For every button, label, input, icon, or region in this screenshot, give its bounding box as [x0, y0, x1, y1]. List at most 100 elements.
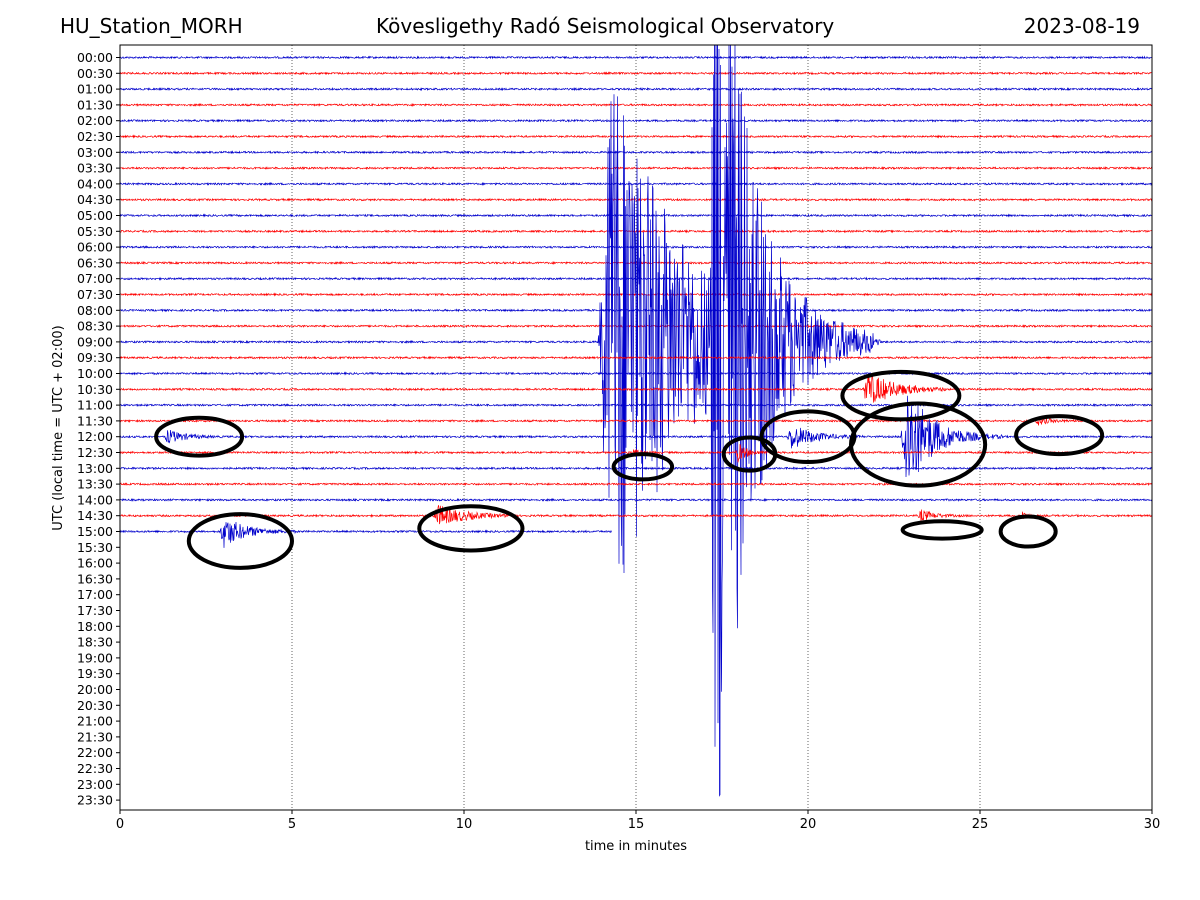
y-tick-label: 01:00 [77, 82, 113, 97]
y-tick-label: 00:00 [77, 50, 113, 65]
station-title: HU_Station_MORH [60, 14, 243, 38]
annotation-ellipse [998, 514, 1058, 549]
y-tick-label: 20:30 [77, 698, 113, 713]
y-tick-label: 12:30 [77, 445, 113, 460]
y-tick-label: 11:30 [77, 413, 113, 428]
y-tick-label: 23:00 [77, 777, 113, 792]
y-tick-label: 20:00 [77, 682, 113, 697]
trace-14:30 [120, 505, 1152, 525]
trace-10:00 [120, 371, 1152, 376]
x-tick-label: 20 [800, 817, 817, 832]
y-tick-label: 13:00 [77, 461, 113, 476]
annotation-ellipse [611, 452, 675, 482]
trace-00:30 [120, 71, 1152, 76]
y-tick-label: 03:00 [77, 145, 113, 160]
y-tick-label: 02:30 [77, 129, 113, 144]
y-tick-label: 19:30 [77, 666, 113, 681]
y-tick-label: 15:30 [77, 540, 113, 555]
trace-13:00 [120, 466, 1152, 471]
y-tick-label: 18:00 [77, 619, 113, 634]
y-tick-label: 21:30 [77, 729, 113, 744]
annotation-ellipse [759, 409, 857, 464]
trace-12:30 [120, 444, 1152, 463]
y-tick-label: 06:30 [77, 255, 113, 270]
trace-04:00 [120, 181, 1152, 187]
trace-03:30 [120, 166, 1152, 171]
trace-12:00 [120, 395, 1152, 478]
y-tick-label: 06:00 [77, 240, 113, 255]
x-tick-label: 10 [456, 817, 473, 832]
date-title: 2023-08-19 [1023, 14, 1140, 38]
y-tick-label: 05:30 [77, 224, 113, 239]
y-tick-label: 22:00 [77, 745, 113, 760]
trace-13:30 [120, 482, 1152, 487]
trace-05:00 [120, 213, 1152, 218]
seismogram-traces [120, 45, 1152, 797]
trace-06:00 [120, 245, 1152, 250]
y-tick-label: 00:30 [77, 66, 113, 81]
y-tick-label: 11:00 [77, 398, 113, 413]
annotation-ellipse [186, 512, 294, 570]
y-tick-label: 12:00 [77, 429, 113, 444]
annotation-ellipse [840, 369, 962, 422]
y-tick-label: 02:00 [77, 113, 113, 128]
trace-04:30 [120, 197, 1152, 202]
y-tick-label: 09:30 [77, 350, 113, 365]
x-axis-ticks: 0 5 10 15 20 25 30 [116, 810, 1160, 832]
y-tick-label: 05:00 [77, 208, 113, 223]
y-tick-label: 18:30 [77, 635, 113, 650]
trace-01:30 [120, 102, 1152, 108]
trace-09:00 [120, 45, 1152, 797]
x-axis-label: time in minutes [585, 839, 687, 854]
trace-11:00 [120, 403, 1152, 408]
annotation-ellipse [900, 519, 984, 541]
y-tick-label: 21:00 [77, 714, 113, 729]
y-tick-label: 10:30 [77, 382, 113, 397]
y-tick-label: 15:00 [77, 524, 113, 539]
y-tick-label: 14:30 [77, 508, 113, 523]
x-tick-label: 0 [116, 817, 124, 832]
y-tick-label: 04:00 [77, 176, 113, 191]
y-tick-label: 09:00 [77, 334, 113, 349]
trace-00:00 [120, 55, 1152, 60]
x-tick-label: 30 [1144, 817, 1161, 832]
y-tick-label: 14:00 [77, 492, 113, 507]
annotation-ellipse [417, 504, 525, 553]
trace-02:00 [120, 118, 1152, 123]
y-tick-label: 08:30 [77, 319, 113, 334]
y-tick-label: 16:30 [77, 571, 113, 586]
y-tick-label: 13:30 [77, 477, 113, 492]
trace-14:00 [120, 497, 1152, 503]
trace-11:30 [120, 416, 1152, 426]
y-tick-label: 22:30 [77, 761, 113, 776]
y-tick-label: 19:00 [77, 650, 113, 665]
y-tick-label: 01:30 [77, 97, 113, 112]
y-tick-label: 04:30 [77, 192, 113, 207]
trace-15:00 [120, 521, 612, 548]
y-tick-label: 17:30 [77, 603, 113, 618]
y-tick-label: 03:30 [77, 161, 113, 176]
y-tick-label: 10:00 [77, 366, 113, 381]
x-tick-label: 25 [972, 817, 989, 832]
annotation-ellipses [154, 369, 1105, 570]
y-axis-label: UTC (local time = UTC + 02:00) [51, 325, 66, 530]
y-tick-label: 08:00 [77, 303, 113, 318]
trace-03:00 [120, 150, 1152, 155]
trace-05:30 [120, 229, 1152, 234]
trace-10:30 [120, 373, 1152, 403]
observatory-title: Kövesligethy Radó Seismological Observat… [376, 14, 835, 38]
x-tick-label: 5 [288, 817, 296, 832]
y-tick-label: 07:00 [77, 271, 113, 286]
trace-01:00 [120, 86, 1152, 92]
y-tick-label: 17:00 [77, 587, 113, 602]
y-tick-label: 07:30 [77, 287, 113, 302]
x-tick-label: 15 [628, 817, 645, 832]
trace-09:30 [120, 355, 1152, 360]
annotation-ellipse [154, 415, 245, 458]
trace-02:30 [120, 134, 1152, 139]
y-tick-label: 16:00 [77, 556, 113, 571]
annotation-ellipse [1014, 414, 1105, 457]
y-axis-ticks: 00:0000:3001:0001:3002:0002:3003:0003:30… [77, 50, 120, 808]
y-tick-label: 23:30 [77, 793, 113, 808]
